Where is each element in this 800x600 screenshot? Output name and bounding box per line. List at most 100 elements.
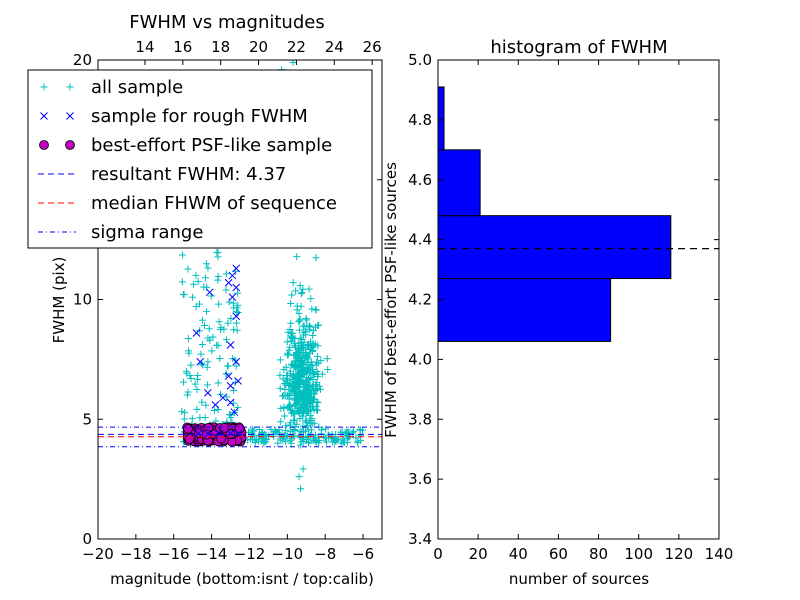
all-sample-point bbox=[223, 362, 231, 370]
top-tick-label: 14 bbox=[135, 38, 154, 56]
y-tick-label: 4.8 bbox=[408, 111, 432, 129]
all-sample-point bbox=[256, 425, 264, 433]
rough-fwhm-point bbox=[232, 357, 241, 366]
all-sample-point bbox=[217, 390, 225, 398]
histogram-bar bbox=[438, 278, 612, 342]
all-sample-point bbox=[179, 291, 187, 299]
x-tick-label: 0 bbox=[433, 545, 443, 563]
x-tick-label: 60 bbox=[549, 545, 568, 563]
all-sample-point bbox=[285, 381, 293, 389]
all-sample-point bbox=[289, 333, 297, 341]
rough-fwhm-point bbox=[232, 283, 241, 292]
all-sample-point bbox=[288, 375, 296, 383]
rough-fwhm-point bbox=[224, 372, 233, 380]
x-tick-label: −18 bbox=[120, 545, 152, 563]
legend-item: resultant FWHM: 4.37 bbox=[38, 164, 286, 185]
all-sample-point bbox=[254, 437, 262, 445]
all-sample-point bbox=[312, 254, 320, 262]
all-sample-point bbox=[302, 315, 310, 323]
rough-fwhm-point bbox=[203, 389, 212, 397]
all-sample-point bbox=[214, 253, 222, 261]
all-sample-point bbox=[267, 426, 275, 434]
all-sample-point bbox=[193, 375, 201, 383]
all-sample-point bbox=[354, 439, 362, 447]
all-sample-point bbox=[298, 289, 306, 297]
all-sample-point bbox=[232, 319, 240, 327]
all-sample-point bbox=[203, 307, 211, 315]
all-sample-point bbox=[295, 317, 303, 325]
legend-plus-marker bbox=[40, 83, 48, 91]
all-sample-point bbox=[313, 367, 321, 375]
all-sample-point bbox=[287, 439, 295, 447]
all-sample-point bbox=[281, 386, 289, 394]
rough-fwhm-point bbox=[226, 341, 235, 349]
all-sample-point bbox=[194, 277, 202, 285]
legend-dot-marker bbox=[39, 140, 49, 150]
all-sample-point bbox=[274, 439, 282, 447]
rough-fwhm-point bbox=[226, 381, 235, 390]
top-tick-label: 22 bbox=[287, 38, 306, 56]
all-sample-point bbox=[192, 303, 200, 311]
y-tick-label: 20 bbox=[73, 51, 92, 69]
top-tick-label: 16 bbox=[173, 38, 192, 56]
y-tick-label: 4.0 bbox=[408, 350, 432, 368]
all-sample-point bbox=[276, 371, 284, 379]
all-sample-point bbox=[232, 362, 240, 370]
all-sample-point bbox=[314, 352, 322, 360]
all-sample-point bbox=[287, 300, 295, 308]
all-sample-point bbox=[310, 327, 318, 335]
all-sample-point bbox=[303, 408, 311, 416]
x-tick-label: −16 bbox=[158, 545, 190, 563]
histogram-bar bbox=[438, 86, 445, 151]
all-sample-point bbox=[296, 334, 304, 342]
all-sample-point bbox=[308, 358, 316, 366]
top-tick-label: 26 bbox=[363, 38, 382, 56]
all-sample-point bbox=[198, 340, 206, 348]
all-sample-point bbox=[180, 415, 188, 423]
x-tick-label: 120 bbox=[665, 545, 694, 563]
all-sample-point bbox=[293, 407, 301, 415]
legend-label: best-effort PSF-like sample bbox=[91, 135, 332, 156]
rough-fwhm-point bbox=[234, 429, 242, 438]
all-sample-point bbox=[202, 260, 210, 268]
all-sample-point bbox=[198, 398, 206, 406]
all-sample-point bbox=[210, 406, 218, 414]
x-tick-label: 80 bbox=[589, 545, 608, 563]
all-sample-point bbox=[302, 344, 310, 352]
all-sample-point bbox=[352, 434, 360, 442]
all-sample-point bbox=[313, 438, 321, 446]
x-tick-label: −20 bbox=[82, 545, 114, 563]
all-sample-point bbox=[311, 390, 319, 398]
all-sample-point bbox=[234, 301, 242, 309]
top-tick-label: 24 bbox=[325, 38, 344, 56]
x-tick-label: 40 bbox=[509, 545, 528, 563]
legend-label: all sample bbox=[91, 77, 183, 98]
all-sample-point bbox=[299, 422, 307, 430]
rough-fwhm-point bbox=[192, 329, 201, 337]
x-tick-label: −10 bbox=[272, 545, 304, 563]
all-sample-point bbox=[304, 375, 312, 383]
all-sample-point bbox=[280, 392, 288, 400]
all-sample-point bbox=[208, 347, 216, 355]
all-sample-point bbox=[297, 290, 305, 298]
legend-box bbox=[27, 69, 373, 249]
all-sample-point bbox=[295, 318, 303, 326]
all-sample-point bbox=[259, 431, 267, 439]
all-sample-point bbox=[249, 427, 257, 435]
psf-like-point bbox=[234, 423, 245, 434]
all-sample-point bbox=[302, 391, 310, 399]
all-sample-point bbox=[281, 412, 289, 420]
all-sample-point bbox=[302, 409, 310, 417]
histogram-bar bbox=[438, 215, 672, 280]
all-sample-point bbox=[251, 439, 259, 447]
all-sample-point bbox=[286, 436, 294, 444]
histogram-title: histogram of FWHM bbox=[490, 37, 667, 58]
all-sample-point bbox=[283, 338, 291, 346]
y-tick-label: 3.6 bbox=[408, 470, 432, 488]
all-sample-point bbox=[305, 358, 313, 366]
all-sample-point bbox=[324, 365, 332, 373]
all-sample-point bbox=[214, 276, 222, 284]
all-sample-point bbox=[181, 409, 189, 417]
y-tick-label: 4.4 bbox=[408, 231, 432, 249]
scatter-legend: all sample sample for rough FWHM best-effo… bbox=[27, 69, 373, 249]
